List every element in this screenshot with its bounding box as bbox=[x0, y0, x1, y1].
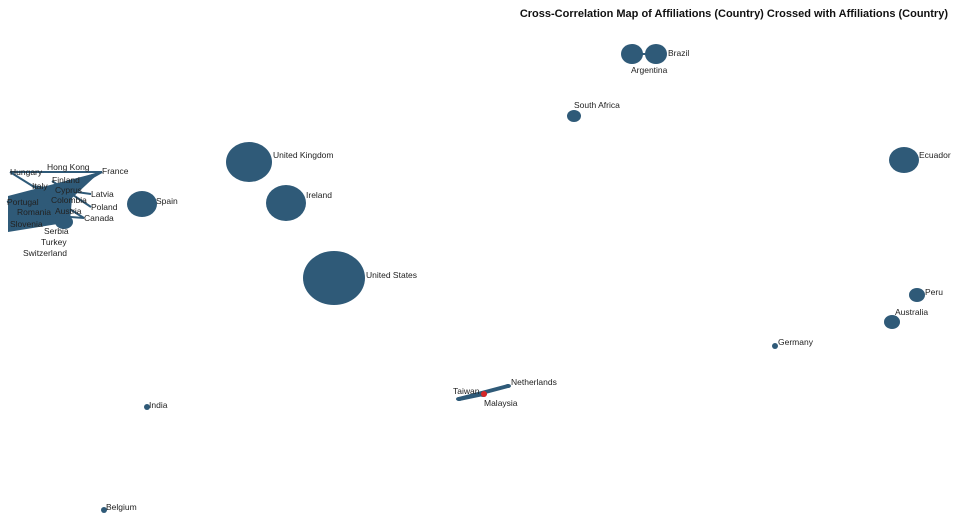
label-france: France bbox=[102, 166, 129, 176]
node-australia[interactable] bbox=[884, 315, 900, 329]
label-united-kingdom: United Kingdom bbox=[273, 150, 333, 160]
label-taiwan: Taiwan bbox=[453, 386, 480, 396]
node-south-africa[interactable] bbox=[567, 110, 581, 122]
label-netherlands: Netherlands bbox=[511, 377, 557, 387]
node-brazil[interactable] bbox=[645, 44, 667, 64]
label-italy: Italy bbox=[32, 181, 48, 191]
label-belgium: Belgium bbox=[106, 502, 137, 512]
node-argentina[interactable] bbox=[621, 44, 643, 64]
label-poland: Poland bbox=[91, 202, 118, 212]
node-taiwan[interactable] bbox=[456, 397, 462, 401]
label-latvia: Latvia bbox=[91, 189, 114, 199]
label-united-states: United States bbox=[366, 270, 417, 280]
label-finland: Finland bbox=[52, 175, 80, 185]
edge-portugal-france bbox=[6, 171, 103, 203]
label-ecuador: Ecuador bbox=[919, 150, 951, 160]
node-ecuador[interactable] bbox=[889, 147, 919, 173]
label-austria: Austria bbox=[55, 206, 82, 216]
highlight-marker bbox=[481, 391, 487, 397]
label-switzerland: Switzerland bbox=[23, 248, 67, 258]
edge-hungary-canada bbox=[9, 171, 85, 219]
label-south-africa: South Africa bbox=[574, 100, 620, 110]
edge-romania-canada bbox=[16, 212, 85, 219]
label-india: India bbox=[149, 400, 168, 410]
node-ireland[interactable] bbox=[266, 185, 306, 221]
edge-finland-poland bbox=[51, 180, 92, 208]
node-spain[interactable] bbox=[127, 191, 157, 217]
label-serbia: Serbia bbox=[44, 226, 69, 236]
map-title: Cross-Correlation Map of Affiliations (C… bbox=[520, 8, 949, 20]
node-belgium[interactable] bbox=[101, 507, 107, 513]
label-hungary: Hungary bbox=[10, 167, 43, 177]
node-india[interactable] bbox=[144, 404, 150, 410]
label-turkey: Turkey bbox=[41, 237, 67, 247]
label-argentina: Argentina bbox=[631, 65, 668, 75]
node-peru[interactable] bbox=[909, 288, 925, 302]
node-germany[interactable] bbox=[772, 343, 778, 349]
label-malaysia: Malaysia bbox=[484, 398, 518, 408]
edge-slovenia-france bbox=[9, 171, 103, 225]
label-cyprus: Cyprus bbox=[55, 185, 82, 195]
node-layer bbox=[101, 44, 925, 513]
label-germany: Germany bbox=[778, 337, 814, 347]
label-portugal: Portugal bbox=[7, 197, 39, 207]
edge-taiwan-malaysia bbox=[457, 392, 485, 401]
label-australia: Australia bbox=[895, 307, 928, 317]
label-peru: Peru bbox=[925, 287, 943, 297]
label-canada: Canada bbox=[84, 213, 114, 223]
label-spain: Spain bbox=[156, 196, 178, 206]
node-united-kingdom[interactable] bbox=[226, 142, 272, 182]
edge-layer bbox=[6, 53, 656, 401]
label-brazil: Brazil bbox=[668, 48, 689, 58]
label-ireland: Ireland bbox=[306, 190, 332, 200]
node-united-states[interactable] bbox=[303, 251, 365, 305]
europe-cluster-node bbox=[55, 215, 73, 229]
label-romania: Romania bbox=[17, 207, 51, 217]
label-hong-kong: Hong Kong bbox=[47, 162, 90, 172]
label-colombia: Colombia bbox=[51, 195, 87, 205]
label-slovenia: Slovenia bbox=[10, 219, 43, 229]
edge-italy-latvia bbox=[31, 185, 92, 195]
node-netherlands[interactable] bbox=[505, 384, 511, 388]
